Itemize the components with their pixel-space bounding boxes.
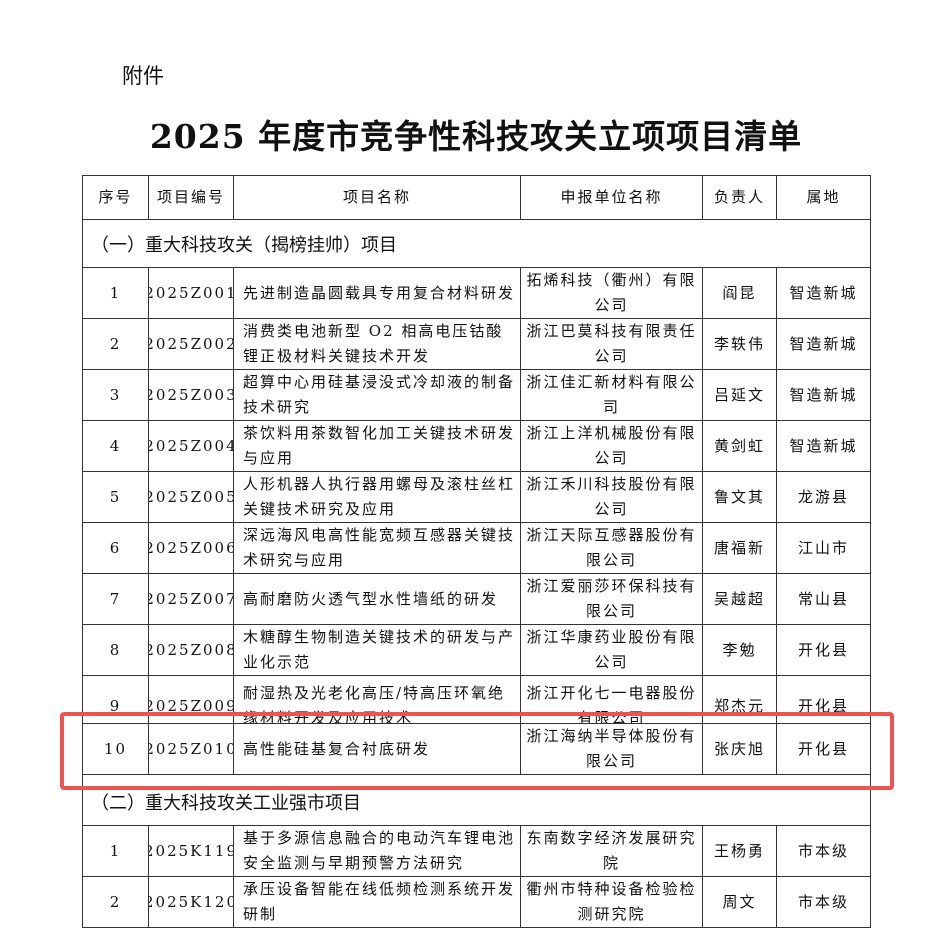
project-name: 高耐磨防火透气型水性墙纸的研发	[234, 574, 521, 624]
region: 江山市	[797, 538, 849, 557]
row-index: 5	[83, 472, 149, 522]
applicant-unit: 浙江佳汇新材料有限公司	[521, 370, 703, 420]
table-row: 7 2025Z007 高耐磨防火透气型水性墙纸的研发 浙江爱丽莎环保科技有限公司 吴越超…	[83, 574, 870, 625]
project-leader: 李轶伟	[703, 319, 777, 369]
header-region: 属地	[806, 188, 841, 206]
region: 开化县	[797, 696, 849, 715]
table-row: 10 2025Z010 高性能硅基复合衬底研发 浙江海纳半导体股份有限公司 张庆旭 开化县	[83, 724, 870, 775]
region: 常山县	[797, 589, 849, 608]
project-code: 2025Z005	[149, 472, 234, 522]
attachment-label: 附件	[122, 64, 164, 88]
applicant-unit: 浙江华康药业股份有限公司	[521, 625, 703, 675]
applicant-unit: 浙江爱丽莎环保科技有限公司	[521, 574, 703, 624]
project-code: 2025Z004	[149, 421, 234, 471]
section-title: （一）重大科技攻关（揭榜挂帅）项目	[83, 220, 870, 268]
header-leader: 负责人	[703, 176, 777, 219]
region: 智造新城	[789, 385, 858, 404]
project-name: 先进制造晶圆载具专用复合材料研发	[234, 268, 521, 318]
header-code: 项目编号	[149, 176, 234, 219]
project-leader: 吴越超	[703, 574, 777, 624]
project-code: 2025Z006	[149, 523, 234, 573]
project-leader: 吕延文	[703, 370, 777, 420]
applicant-unit: 浙江天际互感器股份有限公司	[521, 523, 703, 573]
project-leader: 李勉	[703, 625, 777, 675]
project-leader: 王杨勇	[703, 826, 777, 876]
project-code: 2025Z001	[149, 268, 234, 318]
region: 开化县	[797, 640, 849, 659]
region: 智造新城	[789, 436, 858, 455]
row-index: 7	[83, 574, 149, 624]
table-row: 1 2025Z001 先进制造晶圆载具专用复合材料研发 拓烯科技（衢州）有限公司 阎昆智…	[83, 268, 870, 319]
header-project-name: 项目名称	[234, 176, 521, 219]
project-name: 高性能硅基复合衬底研发	[234, 724, 521, 774]
project-leader: 周文	[703, 877, 777, 927]
project-leader: 郑杰元	[703, 676, 777, 723]
row-index: 4	[83, 421, 149, 471]
table-row: 2 2025K120 承压设备智能在线低频检测系统开发研制 衢州市特种设备检验检测研究…	[83, 877, 870, 928]
region: 智造新城	[789, 334, 858, 353]
row-index: 10	[83, 724, 149, 774]
project-name: 木糖醇生物制造关键技术的研发与产业化示范	[234, 625, 521, 675]
row-index: 1	[83, 268, 149, 318]
project-leader: 黄剑虹	[703, 421, 777, 471]
project-name: 承压设备智能在线低频检测系统开发研制	[234, 877, 521, 927]
project-code: 2025Z008	[149, 625, 234, 675]
row-index: 2	[83, 319, 149, 369]
project-code: 2025Z010	[149, 724, 234, 774]
applicant-unit: 浙江禾川科技股份有限公司	[521, 472, 703, 522]
row-index: 9	[83, 676, 149, 723]
project-code: 2025Z003	[149, 370, 234, 420]
region: 开化县	[797, 739, 849, 758]
project-name: 消费类电池新型 O2 相高电压钴酸锂正极材料关键技术开发	[234, 319, 521, 369]
project-name: 超算中心用硅基浸没式冷却液的制备技术研究	[234, 370, 521, 420]
applicant-unit: 拓烯科技（衢州）有限公司	[521, 268, 703, 318]
table-row: 2 2025Z002 消费类电池新型 O2 相高电压钴酸锂正极材料关键技术开发 浙江巴…	[83, 319, 870, 370]
header-unit: 申报单位名称	[521, 176, 703, 219]
project-leader: 张庆旭	[703, 724, 777, 774]
table-row: 5 2025Z005 人形机器人执行器用螺母及滚柱丝杠关键技术研究及应用 浙江禾川科技…	[83, 472, 870, 523]
row-index: 2	[83, 877, 149, 927]
row-index: 8	[83, 625, 149, 675]
project-name: 深远海风电高性能宽频互感器关键技术研究与应用	[234, 523, 521, 573]
applicant-unit: 东南数字经济发展研究院	[521, 826, 703, 876]
project-name: 茶饮料用茶数智化加工关键技术研发与应用	[234, 421, 521, 471]
project-name: 基于多源信息融合的电动汽车锂电池安全监测与早期预警方法研究	[234, 826, 521, 876]
project-code: 2025Z002	[149, 319, 234, 369]
highlight-box	[60, 712, 894, 790]
table-row: 1 2025K119 基于多源信息融合的电动汽车锂电池安全监测与早期预警方法研究 东南…	[83, 826, 870, 877]
section-title: （二）重大科技攻关工业强市项目	[83, 778, 870, 826]
project-code: 2025K120	[149, 877, 234, 927]
region: 市本级	[797, 892, 849, 911]
project-code: 2025Z009	[149, 676, 234, 723]
header-index: 序号	[83, 176, 149, 219]
applicant-unit: 浙江上洋机械股份有限公司	[521, 421, 703, 471]
applicant-unit: 浙江巴莫科技有限责任公司	[521, 319, 703, 369]
table-row: 8 2025Z008 木糖醇生物制造关键技术的研发与产业化示范 浙江华康药业股份有限公…	[83, 625, 870, 676]
table-row: 6 2025Z006 深远海风电高性能宽频互感器关键技术研究与应用 浙江天际互感器股份…	[83, 523, 870, 574]
table-header: 序号 项目编号 项目名称 申报单位名称 负责人 属地	[83, 176, 870, 220]
region: 市本级	[797, 841, 849, 860]
row-index: 6	[83, 523, 149, 573]
region: 龙游县	[797, 487, 849, 506]
project-table: 序号 项目编号 项目名称 申报单位名称 负责人 属地 （一）重大科技攻关（揭榜挂…	[82, 175, 871, 928]
row-index: 3	[83, 370, 149, 420]
applicant-unit: 浙江海纳半导体股份有限公司	[521, 724, 703, 774]
project-leader: 阎昆	[703, 268, 777, 318]
page-title: 2025 年度市竞争性科技攻关立项项目清单	[149, 117, 803, 156]
project-leader: 唐福新	[703, 523, 777, 573]
project-code: 2025K119	[149, 826, 234, 876]
row-index: 1	[83, 826, 149, 876]
region: 智造新城	[789, 283, 858, 302]
project-name: 人形机器人执行器用螺母及滚柱丝杠关键技术研究及应用	[234, 472, 521, 522]
applicant-unit: 衢州市特种设备检验检测研究院	[521, 877, 703, 927]
project-leader: 鲁文其	[703, 472, 777, 522]
project-code: 2025Z007	[149, 574, 234, 624]
table-row: 4 2025Z004 茶饮料用茶数智化加工关键技术研发与应用 浙江上洋机械股份有限公司…	[83, 421, 870, 472]
table-row: 3 2025Z003 超算中心用硅基浸没式冷却液的制备技术研究 浙江佳汇新材料有限公司…	[83, 370, 870, 421]
